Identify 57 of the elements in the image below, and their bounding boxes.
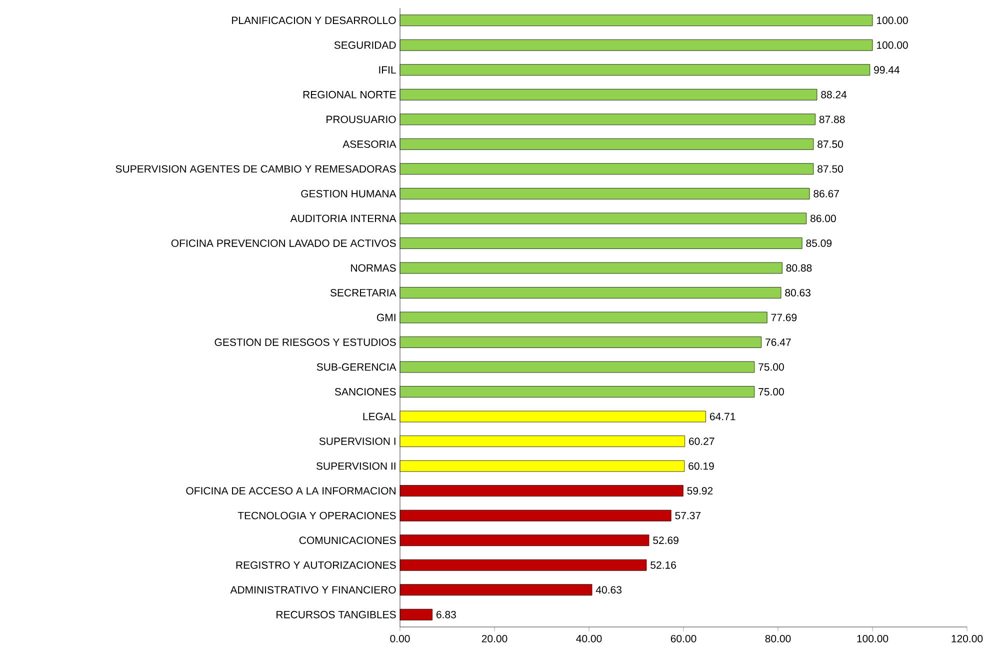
x-tick-label: 20.00 bbox=[482, 634, 508, 642]
data-label: 57.37 bbox=[675, 512, 701, 520]
y-tick-label: ASESORIA bbox=[342, 140, 396, 148]
y-tick-label: SUB-GERENCIA bbox=[316, 363, 396, 371]
y-tick-label: OFICINA DE ACCESO A LA INFORMACION bbox=[186, 487, 396, 495]
data-label: 77.69 bbox=[771, 314, 797, 322]
data-label: 60.19 bbox=[688, 462, 714, 470]
y-tick-label: REGISTRO Y AUTORIZACIONES bbox=[236, 561, 396, 569]
y-tick-label: GESTION HUMANA bbox=[301, 190, 396, 198]
y-tick-label: AUDITORIA INTERNA bbox=[290, 214, 396, 222]
x-tick-label: 100.00 bbox=[857, 634, 888, 642]
y-tick-label: SEGURIDAD bbox=[334, 41, 396, 49]
x-tick-label: 80.00 bbox=[765, 634, 791, 642]
y-tick-label: PROUSUARIO bbox=[326, 116, 396, 124]
data-label: 75.00 bbox=[758, 363, 784, 371]
y-tick-label: RECURSOS TANGIBLES bbox=[276, 610, 396, 618]
data-label: 87.50 bbox=[818, 165, 843, 173]
x-tick-label: 60.00 bbox=[670, 634, 696, 642]
data-label: 86.67 bbox=[814, 190, 839, 198]
data-label: 87.88 bbox=[819, 116, 845, 124]
data-label: 100.00 bbox=[877, 41, 908, 49]
data-label: 52.69 bbox=[653, 536, 678, 544]
data-label: 76.47 bbox=[766, 338, 791, 346]
data-label: 52.16 bbox=[650, 561, 676, 569]
data-label: 100.00 bbox=[877, 16, 908, 24]
y-tick-label: SANCIONES bbox=[334, 388, 396, 396]
y-tick-label: GESTION DE RIESGOS Y ESTUDIOS bbox=[214, 338, 396, 346]
data-label: 87.50 bbox=[818, 140, 843, 148]
data-label: 75.00 bbox=[758, 388, 784, 396]
y-tick-label: IFIL bbox=[379, 66, 396, 74]
y-tick-label: ADMINISTRATIVO Y FINANCIERO bbox=[230, 586, 396, 594]
data-label: 59.92 bbox=[687, 487, 713, 495]
y-tick-label: LEGAL bbox=[363, 412, 396, 420]
y-tick-label: GMI bbox=[377, 314, 396, 322]
y-tick-label: PLANIFICACION Y DESARROLLO bbox=[232, 16, 396, 24]
data-label: 88.24 bbox=[821, 90, 847, 98]
y-tick-label: SUPERVISION II bbox=[316, 462, 396, 470]
x-tick-label: 40.00 bbox=[576, 634, 602, 642]
x-tick-label: 0.00 bbox=[390, 634, 410, 642]
data-label: 80.88 bbox=[786, 264, 812, 272]
data-label: 86.00 bbox=[810, 214, 836, 222]
y-tick-label: REGIONAL NORTE bbox=[303, 90, 396, 98]
y-tick-label: SECRETARIA bbox=[330, 289, 396, 296]
data-label: 40.63 bbox=[596, 586, 622, 594]
y-tick-label: TECNOLOGIA Y OPERACIONES bbox=[238, 512, 396, 520]
data-label: 60.27 bbox=[689, 438, 714, 446]
x-tick-label: 120.00 bbox=[952, 634, 983, 642]
data-label: 80.63 bbox=[785, 289, 810, 296]
y-tick-label: SUPERVISION I bbox=[319, 438, 396, 446]
y-tick-label: SUPERVISION AGENTES DE CAMBIO Y REMESADORAS bbox=[116, 165, 396, 173]
y-tick-label: COMUNICACIONES bbox=[299, 536, 396, 544]
y-tick-label: NORMAS bbox=[351, 264, 396, 272]
data-label: 64.71 bbox=[710, 412, 736, 420]
data-label: 6.83 bbox=[436, 610, 456, 618]
data-label: 85.09 bbox=[806, 239, 832, 247]
y-tick-label: OFICINA PREVENCION LAVADO DE ACTIVOS bbox=[171, 239, 396, 247]
data-label: 99.44 bbox=[874, 66, 900, 74]
